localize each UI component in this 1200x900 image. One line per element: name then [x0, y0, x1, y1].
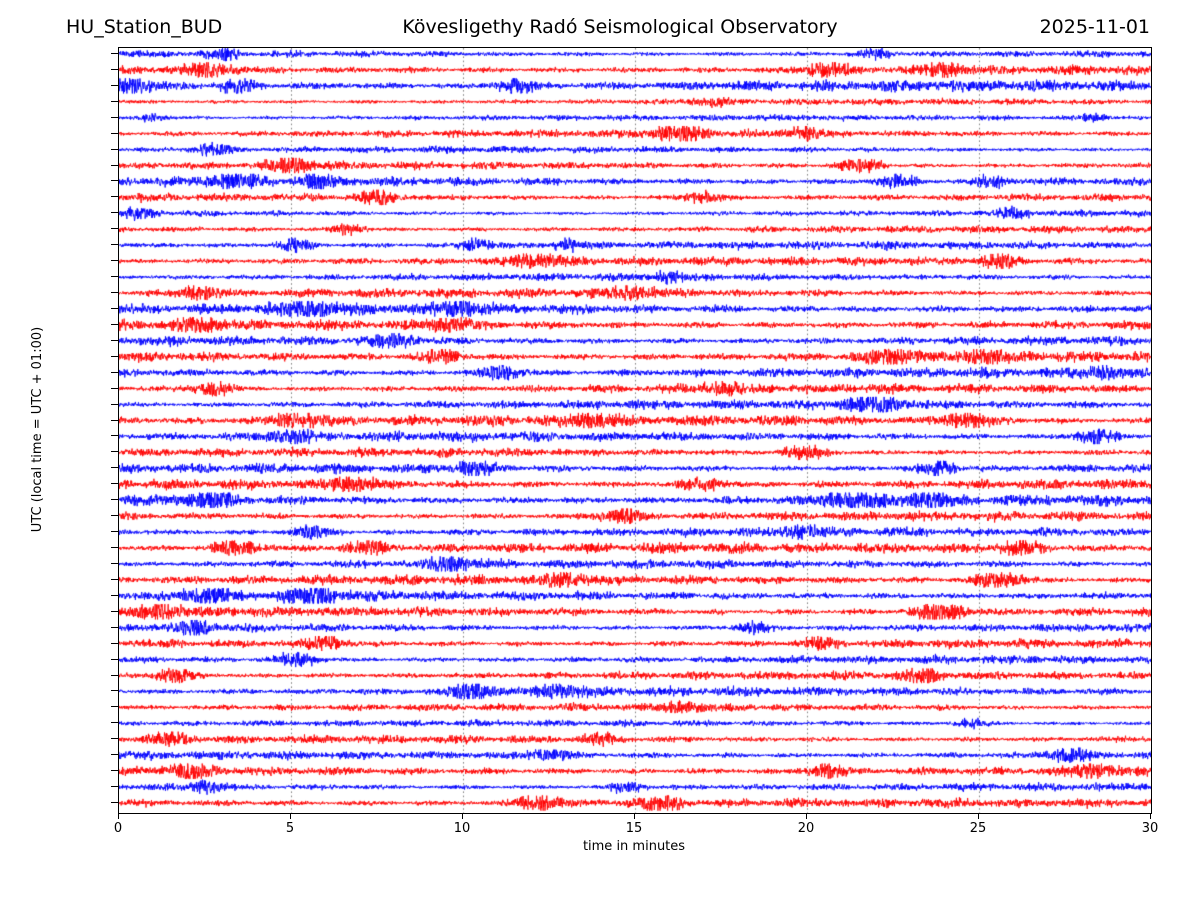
y-tick-mark: [111, 292, 118, 294]
y-tick-mark: [111, 100, 118, 102]
y-tick-mark: [111, 387, 118, 389]
y-tick-mark: [111, 196, 118, 198]
y-tick-mark: [111, 307, 118, 309]
y-tick-mark: [111, 515, 118, 517]
y-axis-title: UTC (local time = UTC + 01:00): [30, 326, 45, 533]
x-tick-mark: [118, 813, 119, 819]
date-label: 2025-11-01: [1039, 16, 1150, 38]
y-tick-mark: [111, 276, 118, 278]
y-tick-mark: [111, 706, 118, 708]
y-tick-mark: [111, 547, 118, 549]
y-tick-mark: [111, 674, 118, 676]
y-tick-mark: [111, 339, 118, 341]
y-tick-mark: [111, 116, 118, 118]
y-tick-mark: [111, 690, 118, 692]
y-tick-mark: [111, 658, 118, 660]
x-tick-mark: [290, 813, 291, 819]
y-tick-mark: [111, 355, 118, 357]
y-tick-mark: [111, 467, 118, 469]
x-tick-mark: [634, 813, 635, 819]
y-tick-mark: [111, 594, 118, 596]
station-label: HU_Station_BUD: [66, 16, 223, 38]
y-tick-mark: [111, 52, 118, 54]
y-tick-mark: [111, 499, 118, 501]
x-axis-title: time in minutes: [582, 839, 686, 854]
seismogram-traces: [119, 48, 1151, 813]
y-tick-mark: [111, 642, 118, 644]
x-tick-label: 5: [285, 821, 295, 836]
observatory-title: Kövesligethy Radó Seismological Observat…: [402, 16, 838, 38]
y-tick-mark: [111, 244, 118, 246]
x-tick-label: 15: [625, 821, 643, 836]
y-tick-mark: [111, 164, 118, 166]
y-tick-mark: [111, 610, 118, 612]
y-tick-mark: [111, 722, 118, 724]
y-tick-mark: [111, 770, 118, 772]
y-tick-mark: [111, 626, 118, 628]
y-tick-mark: [111, 403, 118, 405]
y-tick-mark: [111, 212, 118, 214]
y-tick-mark: [111, 738, 118, 740]
y-tick-mark: [111, 578, 118, 580]
y-tick-mark: [111, 180, 118, 182]
y-tick-mark: [111, 323, 118, 325]
y-tick-mark: [111, 132, 118, 134]
x-tick-label: 25: [969, 821, 987, 836]
x-tick-label: 10: [453, 821, 471, 836]
y-tick-mark: [111, 68, 118, 70]
y-tick-mark: [111, 451, 118, 453]
y-tick-mark: [111, 228, 118, 230]
y-tick-mark: [111, 260, 118, 262]
x-tick-mark: [462, 813, 463, 819]
y-tick-mark: [111, 802, 118, 804]
x-tick-mark: [1150, 813, 1151, 819]
x-tick-label: 30: [1141, 821, 1159, 836]
x-tick-mark: [806, 813, 807, 819]
y-tick-mark: [111, 435, 118, 437]
y-tick-mark: [111, 562, 118, 564]
y-tick-mark: [111, 531, 118, 533]
plot-area: [118, 47, 1152, 814]
y-tick-mark: [111, 84, 118, 86]
y-tick-mark: [111, 754, 118, 756]
y-tick-mark: [111, 419, 118, 421]
y-tick-mark: [111, 483, 118, 485]
x-tick-mark: [978, 813, 979, 819]
y-tick-mark: [111, 148, 118, 150]
x-tick-label: 20: [797, 821, 815, 836]
y-tick-mark: [111, 371, 118, 373]
x-tick-label: 0: [113, 821, 123, 836]
y-tick-mark: [111, 786, 118, 788]
